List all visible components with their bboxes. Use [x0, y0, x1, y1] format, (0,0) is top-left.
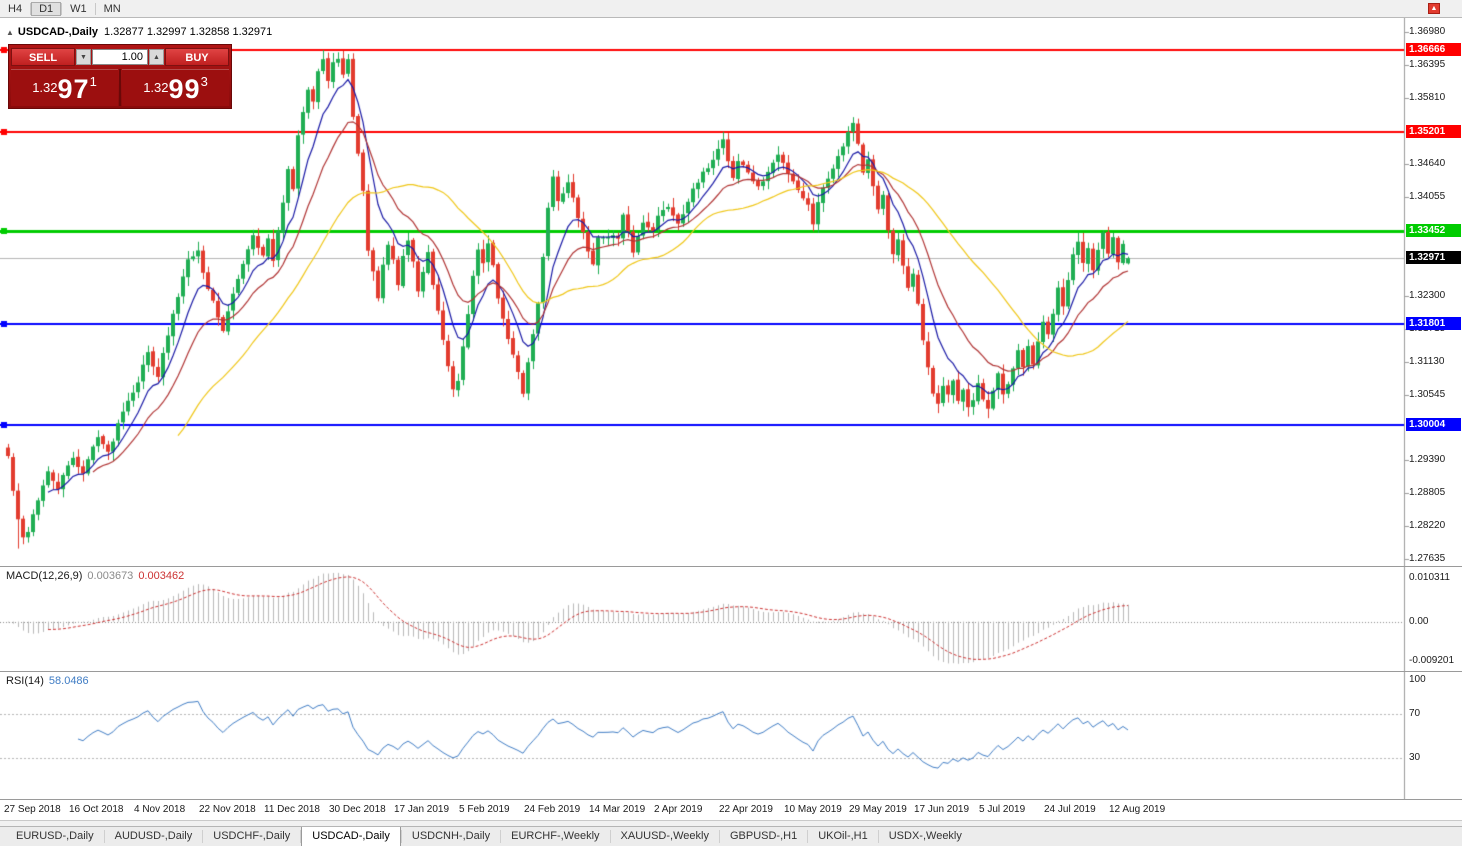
chart-tab-eurusd-daily[interactable]: EURUSD-,Daily [16, 830, 94, 842]
chart-tab-eurchf-weekly[interactable]: EURCHF-,Weekly [511, 830, 600, 842]
timeframe-w1-button[interactable]: W1 [70, 2, 87, 15]
sell-button[interactable]: SELL [11, 48, 75, 66]
buy-price-big: 99 [168, 74, 201, 104]
timeframe-toolbar: H4 D1 W1 MN ▲ [0, 0, 1462, 18]
date-label: 29 May 2019 [849, 804, 907, 815]
tab-separator [400, 830, 402, 843]
date-label: 22 Apr 2019 [719, 804, 773, 815]
sell-price-big: 97 [57, 74, 90, 104]
toolbar-separator [30, 2, 32, 15]
chart-symbol: USDCAD-,Daily [17, 26, 98, 38]
timeframe-h4-button[interactable]: H4 [8, 2, 23, 15]
macd-panel: MACD(12,26,9) 0.003673 0.003462 0.010311 0.… [0, 566, 1462, 671]
tab-separator [202, 830, 204, 843]
chart-quote-line: ▲ USDCAD-,Daily 1.32877 1.32997 1.32858 1.… [6, 26, 272, 38]
scroll-to-end-icon[interactable]: ▲ [1428, 3, 1440, 14]
date-label: 27 Sep 2018 [4, 804, 61, 815]
chart-tab-usdx-weekly[interactable]: USDX-,Weekly [888, 830, 962, 842]
collapse-one-click-icon[interactable]: ▲ [6, 28, 14, 37]
date-label: 4 Nov 2018 [134, 804, 186, 815]
tab-separator [877, 830, 879, 843]
chart-tab-audusd-daily[interactable]: AUDUSD-,Daily [114, 830, 193, 842]
horizontal-scrollbar[interactable] [0, 820, 1462, 826]
lot-increase-button[interactable]: ▲ [149, 49, 164, 65]
price-divider [119, 69, 121, 106]
toolbar-separator [94, 2, 96, 15]
rsi-header: RSI(14) 58.0486 [6, 675, 89, 687]
rsi-label: RSI(14) [6, 675, 44, 687]
date-label: 14 Mar 2019 [589, 804, 646, 815]
tab-separator [103, 830, 105, 843]
tab-separator [300, 830, 302, 843]
buy-price-base: 1.32 [143, 80, 169, 95]
date-label: 5 Feb 2019 [459, 804, 510, 815]
date-label: 22 Nov 2018 [199, 804, 256, 815]
rsi-canvas [0, 672, 1462, 799]
timeframe-mn-button[interactable]: MN [103, 2, 121, 15]
tab-separator [500, 830, 502, 843]
chart-window: ▲ USDCAD-,Daily 1.32877 1.32997 1.32858 1.… [0, 18, 1462, 826]
macd-header: MACD(12,26,9) 0.003673 0.003462 [6, 570, 184, 582]
date-label: 2 Apr 2019 [654, 804, 703, 815]
tab-separator [807, 830, 809, 843]
date-label: 17 Jun 2019 [914, 804, 970, 815]
date-label: 12 Aug 2019 [1109, 804, 1166, 815]
lot-decrease-button[interactable]: ▼ [76, 49, 91, 65]
rsi-panel: RSI(14) 58.0486 100 70 30 [0, 671, 1462, 799]
lot-size-input[interactable] [92, 49, 148, 65]
buy-price-sup: 3 [200, 74, 208, 89]
date-label: 24 Jul 2019 [1044, 804, 1096, 815]
macd-main-value: 0.003673 [87, 570, 134, 582]
chart-tab-xauusd-weekly[interactable]: XAUUSD-,Weekly [620, 830, 709, 842]
buy-button[interactable]: BUY [165, 48, 229, 66]
time-axis[interactable]: 27 Sep 2018 16 Oct 2018 4 Nov 2018 22 Nov 2… [0, 799, 1462, 820]
price-panel: ▲ USDCAD-,Daily 1.32877 1.32997 1.32858 1.… [0, 18, 1462, 566]
tab-separator [718, 830, 720, 843]
chart-tab-usdcad-daily[interactable]: USDCAD-,Daily [301, 827, 401, 846]
chart-ohlc-values: 1.32877 1.32997 1.32858 1.32971 [104, 26, 273, 38]
sell-price-button[interactable]: 1.32971 [11, 69, 118, 106]
date-label: 10 May 2019 [784, 804, 842, 815]
timeframe-d1-button[interactable]: D1 [31, 1, 62, 16]
macd-label: MACD(12,26,9) [6, 570, 83, 582]
date-label: 16 Oct 2018 [69, 804, 124, 815]
tab-separator [609, 830, 611, 843]
chart-tab-ukoil-h1[interactable]: UKOil-,H1 [818, 830, 868, 842]
date-label: 30 Dec 2018 [329, 804, 386, 815]
toolbar-separator [61, 2, 63, 15]
date-label: 17 Jan 2019 [394, 804, 450, 815]
chart-tab-gbpusd-h1[interactable]: GBPUSD-,H1 [729, 830, 798, 842]
sell-price-sup: 1 [89, 74, 97, 89]
date-label: 11 Dec 2018 [264, 804, 320, 815]
buy-price-button[interactable]: 1.32993 [122, 69, 229, 106]
date-label: 24 Feb 2019 [524, 804, 581, 815]
chart-tabs-bar: EURUSD-,Daily AUDUSD-,Daily USDCHF-,Daily U… [0, 826, 1462, 846]
one-click-trading-panel: SELL ▼ ▲ BUY 1.32971 1.32993 [8, 44, 232, 109]
chart-tab-usdchf-daily[interactable]: USDCHF-,Daily [213, 830, 291, 842]
macd-canvas [0, 567, 1462, 671]
chart-tab-usdcnh-daily[interactable]: USDCNH-,Daily [411, 830, 491, 842]
rsi-value: 58.0486 [48, 675, 89, 687]
sell-price-base: 1.32 [32, 80, 58, 95]
price-chart-canvas[interactable] [0, 18, 1462, 566]
date-label: 5 Jul 2019 [979, 804, 1026, 815]
macd-signal-value: 0.003462 [138, 570, 185, 582]
